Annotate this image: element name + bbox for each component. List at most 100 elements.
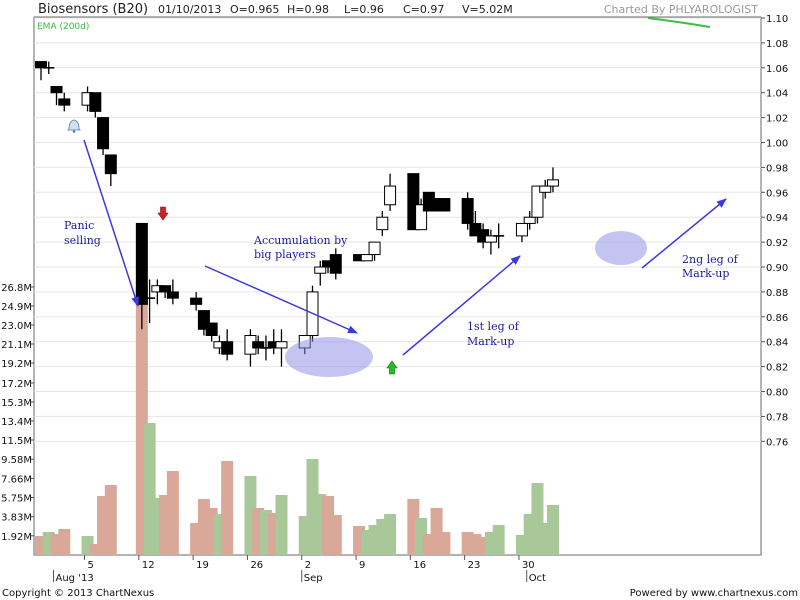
candle-body bbox=[546, 179, 559, 187]
price-tick-label: 0.80 bbox=[766, 388, 788, 399]
price-tick-label: 0.76 bbox=[766, 437, 788, 448]
month-label: Oct bbox=[529, 573, 546, 584]
candle-body bbox=[484, 235, 497, 243]
candle-body bbox=[329, 254, 342, 274]
candle-body bbox=[376, 216, 389, 231]
header-date: 01/10/2013 bbox=[158, 3, 221, 16]
candle-body bbox=[438, 198, 451, 212]
volume-tick-label: 19.2M bbox=[1, 359, 32, 370]
price-tick-label: 1.04 bbox=[766, 89, 788, 100]
month-label: Sep bbox=[304, 573, 323, 584]
candle bbox=[166, 279, 179, 305]
volume-bar bbox=[221, 461, 234, 555]
x-tick-label: 9 bbox=[359, 560, 365, 571]
price-tick-label: 0.86 bbox=[766, 313, 788, 324]
candle bbox=[329, 248, 342, 280]
header-high: H=0.98 bbox=[287, 3, 329, 16]
candle-body bbox=[97, 117, 110, 150]
candle bbox=[515, 222, 528, 243]
volume-bar bbox=[58, 529, 71, 555]
price-tick-label: 0.82 bbox=[766, 363, 788, 374]
candle-body bbox=[58, 98, 71, 106]
charted-by: Charted By PHLYAROLOGIST bbox=[604, 3, 758, 16]
volume-tick-label: 24.9M bbox=[1, 302, 32, 313]
accumulation-highlight bbox=[285, 337, 373, 377]
candle bbox=[484, 229, 497, 255]
price-tick-label: 0.78 bbox=[766, 412, 788, 423]
volume-bar bbox=[104, 485, 117, 555]
candle-body bbox=[539, 185, 552, 193]
annotation-first-markup: 1st leg of Mark-up bbox=[467, 320, 522, 348]
volume-bar bbox=[275, 495, 288, 555]
candle-body bbox=[50, 85, 63, 94]
price-tick-label: 1.00 bbox=[766, 139, 788, 150]
candle bbox=[97, 117, 110, 155]
green-up-arrow-icon bbox=[386, 360, 398, 375]
candle bbox=[205, 322, 218, 342]
candle bbox=[314, 260, 327, 286]
price-tick-label: 1.08 bbox=[766, 39, 788, 50]
copyright: Copyright © 2013 ChartNexus bbox=[2, 588, 154, 599]
volume-tick-label: 1.92M bbox=[1, 532, 32, 543]
volume-tick-label: 17.2M bbox=[1, 379, 32, 390]
price-tick-label: 0.88 bbox=[766, 288, 788, 299]
candle bbox=[144, 279, 156, 324]
header-close: C=0.97 bbox=[403, 3, 444, 16]
candle bbox=[415, 198, 428, 231]
candle bbox=[531, 185, 544, 224]
bell-icon bbox=[67, 119, 81, 133]
candle-body bbox=[368, 241, 381, 256]
volume-tick-label: 26.8M bbox=[1, 283, 32, 294]
annotation-accumulation: Accumulation by big players bbox=[253, 234, 351, 261]
ema-line bbox=[647, 17, 711, 28]
candle bbox=[539, 179, 552, 199]
volume-bar bbox=[89, 544, 102, 555]
price-tick-label: 0.90 bbox=[766, 263, 788, 274]
candle bbox=[438, 198, 451, 212]
candle-body bbox=[415, 204, 428, 231]
annotation-panic-selling: Panic selling bbox=[64, 219, 101, 247]
price-tick-label: 0.84 bbox=[766, 338, 788, 349]
volume-axis: 26.8M 24.9M 23.0M 21.1M 19.2M 17.2M 15.3M 13.4M… bbox=[1, 283, 34, 543]
volume-bar bbox=[329, 515, 342, 555]
x-tick-label: 26 bbox=[250, 560, 263, 571]
candle-body bbox=[190, 297, 203, 305]
candle bbox=[523, 210, 536, 230]
candle bbox=[221, 329, 234, 361]
volume-bar bbox=[166, 471, 179, 555]
candle bbox=[50, 85, 63, 106]
candle bbox=[135, 222, 148, 330]
candle bbox=[407, 173, 420, 231]
volume-bar bbox=[384, 514, 397, 555]
x-tick-label: 5 bbox=[88, 560, 94, 571]
markup-highlight bbox=[595, 231, 647, 265]
price-tick-label: 1.02 bbox=[766, 114, 788, 125]
candle-body bbox=[515, 222, 528, 237]
candle-body bbox=[89, 92, 102, 112]
price-tick-label: 0.96 bbox=[766, 188, 788, 199]
powered-by: Powered by www.chartnexus.com bbox=[630, 588, 798, 599]
candle-body bbox=[384, 185, 397, 206]
candle bbox=[89, 92, 102, 118]
candle bbox=[43, 61, 55, 75]
x-tick-label: 12 bbox=[142, 560, 155, 571]
x-tick-label: 30 bbox=[522, 560, 535, 571]
header-volume: V=5.02M bbox=[462, 3, 513, 16]
candle-body bbox=[523, 216, 536, 224]
x-tick-label: 2 bbox=[305, 560, 311, 571]
chart-title: Biosensors (B20) bbox=[38, 2, 148, 17]
x-tick-label: 23 bbox=[468, 560, 481, 571]
candle bbox=[275, 329, 288, 367]
first-markup-arrow bbox=[402, 255, 521, 356]
candle bbox=[493, 223, 505, 249]
candle-body bbox=[35, 61, 47, 69]
x-tick-label: 16 bbox=[413, 560, 426, 571]
candle-body bbox=[407, 173, 420, 231]
candle bbox=[252, 335, 265, 355]
candle-body bbox=[104, 154, 117, 175]
second-markup-arrow bbox=[641, 198, 727, 269]
candle-body bbox=[252, 341, 265, 349]
candle bbox=[384, 173, 397, 211]
candle-body bbox=[159, 285, 172, 293]
